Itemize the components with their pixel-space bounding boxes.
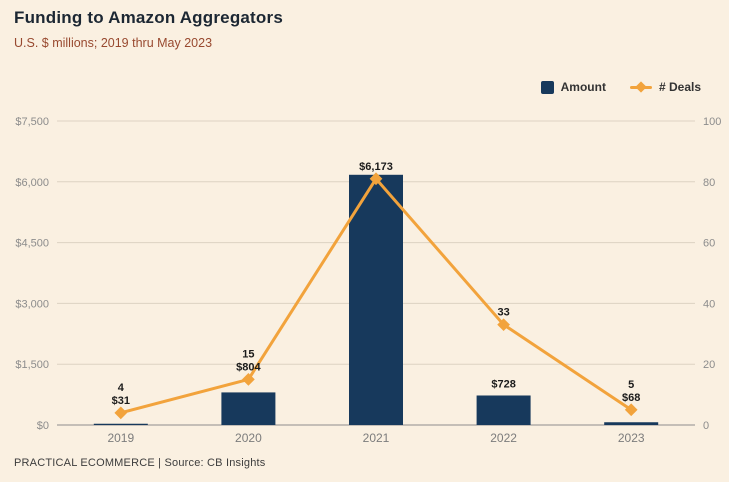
left-axis-tick: $6,000: [15, 177, 49, 189]
amount-label-2019: $31: [112, 395, 130, 407]
legend-item-amount[interactable]: Amount: [540, 80, 606, 94]
deals-label-2022: 33: [497, 307, 509, 319]
x-axis-label-2022: 2022: [490, 431, 517, 445]
amount-swatch-icon: [540, 80, 554, 94]
deals-marker-2022: [497, 318, 510, 332]
chart-title: Funding to Amazon Aggregators: [14, 8, 283, 27]
deals-marker-2021: [369, 172, 383, 186]
deals-label-2019: 4: [118, 382, 125, 394]
right-axis-tick: 100: [703, 116, 721, 128]
amount-label-2021: $6,173: [359, 161, 393, 173]
chart-header: Funding to Amazon Aggregators U.S. $ mil…: [14, 8, 283, 50]
chart-subtitle: U.S. $ millions; 2019 thru May 2023: [14, 36, 213, 50]
source-credit: PRACTICAL ECOMMERCE | Source: CB Insight…: [14, 457, 266, 469]
left-axis-tick: $7,500: [15, 116, 49, 128]
right-axis-tick: 80: [703, 177, 715, 189]
right-axis-tick: 60: [703, 238, 715, 250]
deals-label-2023: 5: [628, 379, 634, 391]
amount-label-2020: $804: [236, 361, 261, 373]
legend: Amount # Deals: [540, 80, 701, 94]
left-axis-tick: $0: [37, 420, 49, 432]
bar-2020: [221, 392, 276, 425]
deals-marker-2019: [114, 406, 128, 420]
deals-swatch-icon: [629, 80, 652, 93]
bar-2019: [93, 423, 148, 425]
left-axis-tick: $3,000: [15, 298, 49, 310]
x-axis-label-2023: 2023: [618, 431, 645, 445]
bar-2023: [604, 422, 659, 425]
right-axis-tick: 20: [703, 359, 715, 371]
legend-label-amount: Amount: [560, 80, 606, 94]
right-axis-tick: 40: [703, 298, 715, 310]
amount-label-2023: $68: [622, 392, 640, 404]
x-axis-label-2020: 2020: [235, 431, 262, 445]
diamond-marker-icon: [635, 80, 647, 93]
deals-marker-2020: [242, 373, 255, 386]
bar-2021: [349, 174, 403, 425]
x-axis-label-2019: 2019: [107, 431, 134, 445]
x-axis-label-2021: 2021: [363, 431, 390, 445]
left-axis-tick: $1,500: [15, 359, 49, 371]
deals-label-2020: 15: [242, 348, 254, 360]
legend-label-deals: # Deals: [658, 80, 701, 94]
left-axis-tick: $4,500: [15, 238, 49, 250]
amount-label-2022: $728: [491, 378, 515, 390]
bar-2022: [476, 395, 531, 425]
right-axis-tick: 0: [703, 420, 709, 432]
legend-item-deals[interactable]: # Deals: [629, 80, 701, 94]
